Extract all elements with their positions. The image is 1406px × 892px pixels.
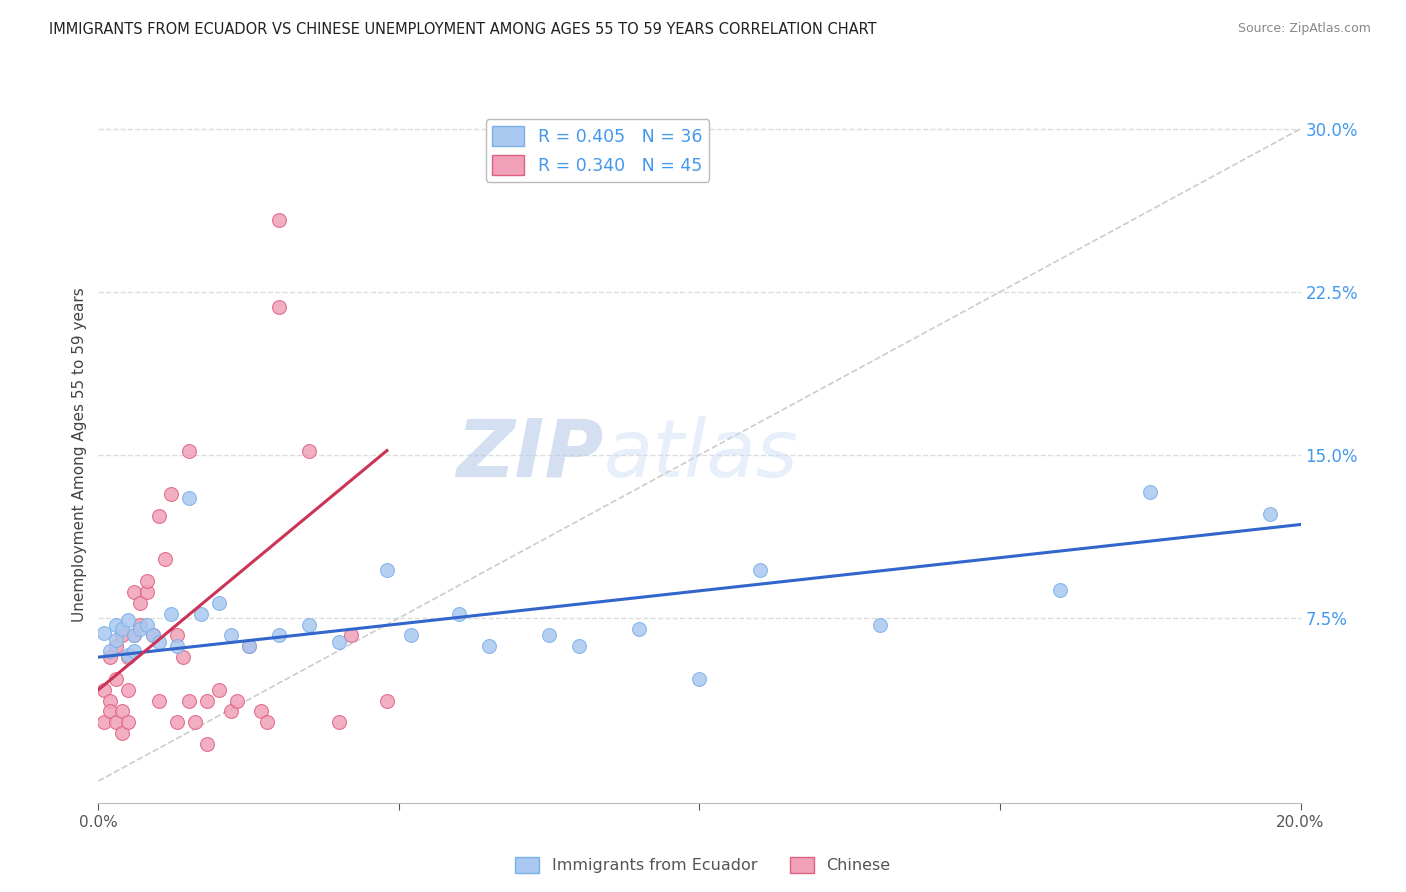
Point: [129, 596, 152, 610]
Point: [748, 563, 770, 577]
Text: atlas: atlas: [603, 416, 799, 494]
Point: [111, 726, 134, 740]
Point: [159, 607, 181, 621]
Point: [93, 715, 115, 730]
Text: Source: ZipAtlas.com: Source: ZipAtlas.com: [1237, 22, 1371, 36]
Point: [100, 705, 122, 719]
Point: [1049, 582, 1071, 597]
Point: [172, 650, 194, 665]
Point: [100, 693, 122, 707]
Point: [117, 682, 139, 697]
Point: [129, 617, 152, 632]
Point: [117, 715, 139, 730]
Point: [256, 715, 278, 730]
Point: [628, 622, 651, 636]
Point: [166, 715, 188, 730]
Legend: R = 0.405   N = 36, R = 0.340   N = 45: R = 0.405 N = 36, R = 0.340 N = 45: [485, 120, 709, 182]
Point: [298, 443, 321, 458]
Point: [105, 672, 128, 686]
Point: [375, 563, 398, 577]
Point: [177, 491, 200, 506]
Point: [148, 693, 170, 707]
Point: [689, 672, 711, 686]
Point: [190, 607, 212, 621]
Point: [183, 715, 205, 730]
Text: ZIP: ZIP: [456, 416, 603, 494]
Point: [124, 628, 146, 642]
Point: [153, 552, 176, 566]
Point: [267, 628, 290, 642]
Point: [1260, 507, 1282, 521]
Point: [159, 487, 181, 501]
Point: [111, 705, 134, 719]
Point: [135, 617, 157, 632]
Point: [148, 635, 170, 649]
Point: [478, 639, 501, 653]
Point: [93, 682, 115, 697]
Point: [208, 596, 231, 610]
Point: [375, 693, 398, 707]
Point: [111, 622, 134, 636]
Point: [100, 650, 122, 665]
Point: [141, 628, 163, 642]
Point: [399, 628, 422, 642]
Point: [124, 585, 146, 599]
Point: [105, 715, 128, 730]
Point: [105, 639, 128, 653]
Point: [267, 213, 290, 227]
Point: [1139, 484, 1161, 499]
Y-axis label: Unemployment Among Ages 55 to 59 years: Unemployment Among Ages 55 to 59 years: [72, 287, 87, 623]
Point: [447, 607, 470, 621]
Point: [124, 628, 146, 642]
Point: [208, 682, 231, 697]
Point: [117, 650, 139, 665]
Point: [166, 639, 188, 653]
Point: [124, 643, 146, 657]
Point: [111, 628, 134, 642]
Point: [100, 643, 122, 657]
Point: [177, 443, 200, 458]
Point: [105, 632, 128, 647]
Point: [869, 617, 891, 632]
Point: [135, 574, 157, 588]
Point: [105, 617, 128, 632]
Point: [135, 585, 157, 599]
Point: [238, 639, 260, 653]
Point: [141, 628, 163, 642]
Point: [195, 737, 218, 751]
Point: [249, 705, 271, 719]
Point: [238, 639, 260, 653]
Legend: Immigrants from Ecuador, Chinese: Immigrants from Ecuador, Chinese: [509, 850, 897, 880]
Point: [219, 628, 242, 642]
Point: [328, 635, 350, 649]
Point: [219, 705, 242, 719]
Point: [298, 617, 321, 632]
Point: [117, 613, 139, 627]
Point: [538, 628, 561, 642]
Point: [568, 639, 591, 653]
Point: [328, 715, 350, 730]
Point: [195, 693, 218, 707]
Point: [166, 628, 188, 642]
Point: [267, 300, 290, 314]
Point: [93, 626, 115, 640]
Point: [225, 693, 247, 707]
Text: IMMIGRANTS FROM ECUADOR VS CHINESE UNEMPLOYMENT AMONG AGES 55 TO 59 YEARS CORREL: IMMIGRANTS FROM ECUADOR VS CHINESE UNEMP…: [49, 22, 877, 37]
Point: [340, 628, 363, 642]
Point: [129, 622, 152, 636]
Point: [177, 693, 200, 707]
Point: [148, 508, 170, 523]
Point: [117, 648, 139, 662]
